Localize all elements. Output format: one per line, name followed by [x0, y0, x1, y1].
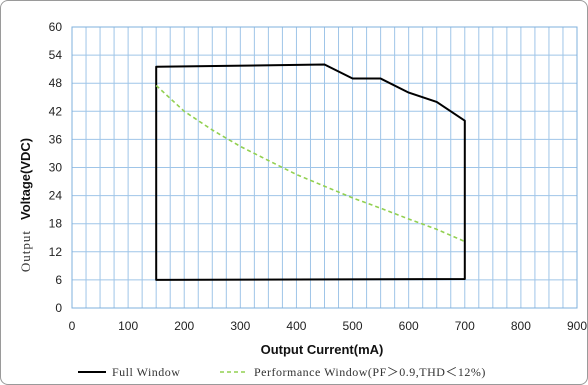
y-tick-label: 24: [49, 189, 63, 203]
series-group: [155, 63, 466, 281]
x-tick-label: 500: [343, 319, 363, 333]
y-tick-label: 6: [55, 273, 62, 287]
legend: Full Window Performance Window(PF＞0.9,THD…: [78, 365, 486, 379]
x-tick-labels: 0 100 200 300 400 500 600 700 800 900: [69, 319, 588, 333]
x-axis-title: Output Current(mA): [261, 342, 384, 357]
y-tick-label: 12: [49, 245, 63, 259]
y-tick-label: 30: [49, 161, 63, 175]
x-tick-label: 900: [567, 319, 587, 333]
y-tick-label: 60: [49, 20, 63, 34]
x-tick-label: 100: [118, 319, 138, 333]
y-tick-label: 54: [49, 48, 63, 62]
x-tick-label: 700: [455, 319, 475, 333]
y-tick-labels: 0 6 12 18 24 30 36 42 48 54 60: [49, 20, 63, 315]
y-tick-label: 36: [49, 132, 63, 146]
y-axis-title-main: Voltage(VDC): [18, 138, 33, 220]
plot-area-border: [71, 26, 578, 309]
x-tick-label: 300: [230, 319, 250, 333]
performance-window-line: [155, 84, 466, 243]
x-tick-label: 800: [511, 319, 531, 333]
y-tick-label: 18: [49, 217, 63, 231]
x-tick-label: 0: [69, 319, 76, 333]
svg-text:Output Voltage(VDC): Output Voltage(VDC): [17, 138, 34, 272]
x-tick-label: 200: [174, 319, 194, 333]
x-tick-label: 400: [286, 319, 306, 333]
full-window-line: [155, 63, 466, 281]
legend-entry-full-window: Full Window: [112, 365, 180, 379]
y-axis-title: Output Voltage(VDC): [17, 138, 34, 272]
y-tick-label: 48: [49, 76, 63, 90]
y-axis-title-prefix: Output: [18, 230, 33, 272]
legend-entry-performance-window: Performance Window(PF＞0.9,THD＜12%): [254, 365, 486, 379]
y-tick-label: 0: [55, 301, 62, 315]
y-tick-label: 42: [49, 104, 63, 118]
grid-lines: [71, 26, 578, 309]
x-tick-label: 600: [399, 319, 419, 333]
